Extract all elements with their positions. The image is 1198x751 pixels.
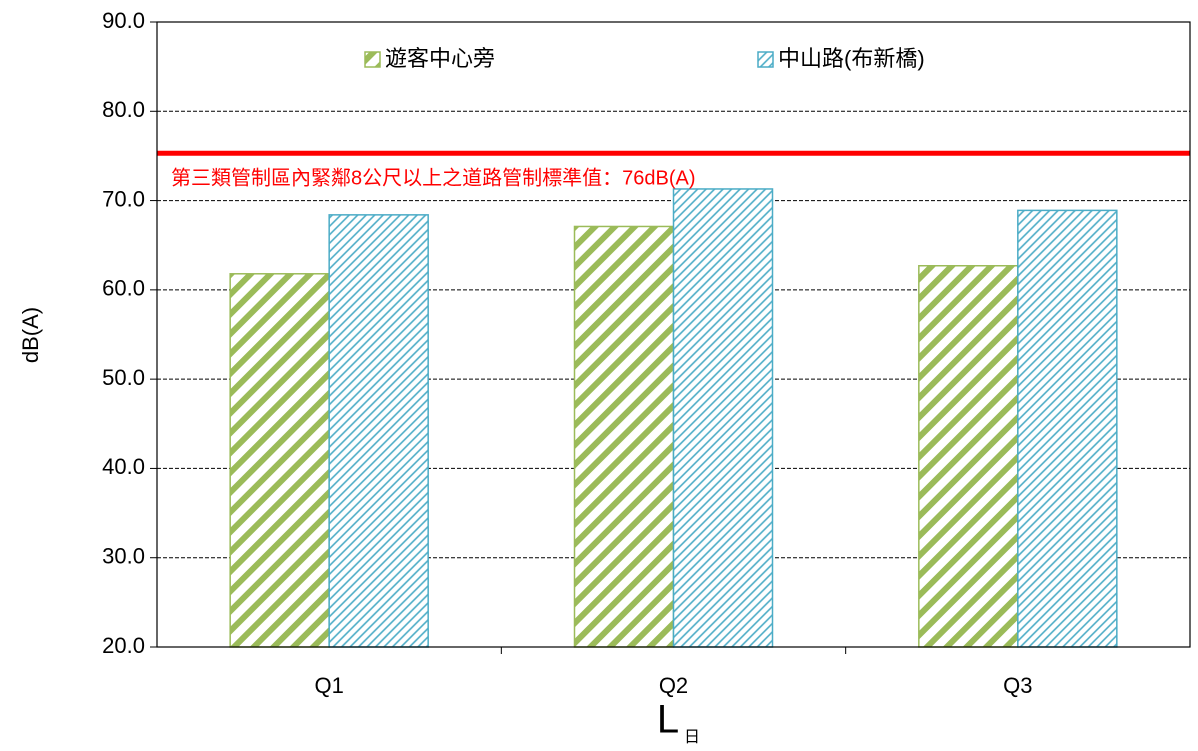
y-tick-label: 40.0 xyxy=(102,454,145,479)
legend-label: 中山路(布新橋) xyxy=(778,46,925,71)
bar xyxy=(672,188,774,648)
bar xyxy=(229,273,330,648)
x-tick-label: Q2 xyxy=(659,673,688,698)
y-tick-label: 60.0 xyxy=(102,276,145,301)
y-axis-label: dB(A) xyxy=(18,307,43,363)
x-tick-label: Q3 xyxy=(1003,673,1032,698)
y-tick-label: 90.0 xyxy=(102,8,145,33)
plot-frame xyxy=(156,21,1191,648)
bar xyxy=(1017,209,1118,648)
bar xyxy=(573,225,675,648)
x-axis-label: L xyxy=(657,698,679,742)
bar xyxy=(918,265,1019,648)
y-tick-label: 70.0 xyxy=(102,186,145,211)
x-tick-label: Q1 xyxy=(314,673,343,698)
y-tick-label: 30.0 xyxy=(102,544,145,569)
bar xyxy=(328,214,429,648)
legend-label: 遊客中心旁 xyxy=(385,46,495,71)
y-tick-label: 80.0 xyxy=(102,97,145,122)
x-axis-label-sub: 日 xyxy=(684,729,700,746)
y-tick-label: 50.0 xyxy=(102,365,145,390)
legend-swatch xyxy=(757,51,774,68)
reference-label: 第三類管制區內緊鄰8公尺以上之道路管制標準值：76dB(A) xyxy=(171,167,696,190)
y-tick-label: 20.0 xyxy=(102,633,145,658)
legend-swatch xyxy=(364,51,381,68)
